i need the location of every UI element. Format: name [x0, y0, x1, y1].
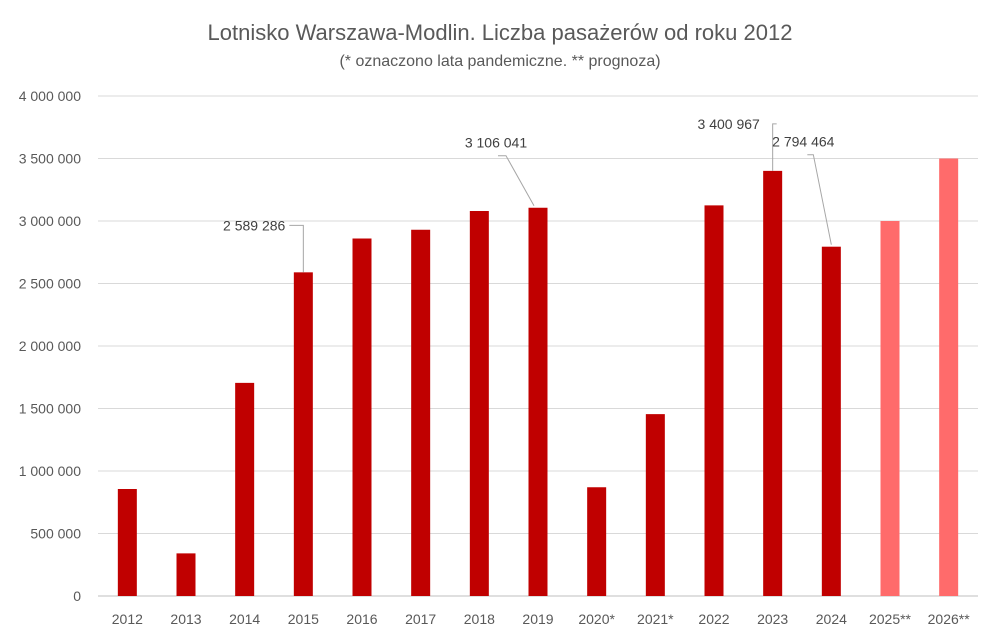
y-axis-tick-labels: 0 500 000 1 000 000 1 500 000 2 000 000 2 500…	[19, 88, 82, 604]
x-tick-label: 2025**	[869, 611, 912, 627]
x-tick-label: 2017	[405, 611, 436, 627]
x-tick-label: 2022	[698, 611, 729, 627]
y-tick-label: 500 000	[30, 526, 81, 542]
bar-2020	[587, 487, 607, 596]
leader-line	[807, 154, 832, 245]
bar-2023	[763, 170, 783, 596]
x-tick-label: 2026**	[928, 611, 971, 627]
y-tick-label: 1 000 000	[19, 463, 81, 479]
x-tick-label: 2015	[288, 611, 319, 627]
data-label-2024: 2 794 464	[772, 134, 834, 150]
x-tick-label: 2020*	[578, 611, 615, 627]
data-labels: 2 589 286 3 106 041 3 400 967 2 794 464	[223, 116, 835, 273]
y-tick-label: 3 500 000	[19, 151, 81, 167]
x-tick-label: 2012	[112, 611, 143, 627]
leader-line	[498, 155, 535, 206]
bar-2018	[469, 211, 489, 596]
bar-2024	[821, 246, 841, 596]
y-tick-label: 2 500 000	[19, 276, 81, 292]
bar-2021	[645, 414, 665, 596]
x-tick-label: 2023	[757, 611, 788, 627]
x-tick-label: 2019	[522, 611, 553, 627]
x-tick-label: 2024	[816, 611, 847, 627]
data-label-2019: 3 106 041	[465, 135, 527, 151]
bar-2017	[411, 229, 431, 596]
y-tick-label: 3 000 000	[19, 213, 81, 229]
leader-line	[772, 123, 777, 171]
x-tick-label: 2021*	[637, 611, 674, 627]
bar-2025	[880, 221, 900, 596]
x-tick-label: 2014	[229, 611, 260, 627]
bar-2016	[352, 238, 372, 596]
chart-title: Lotnisko Warszawa-Modlin. Liczba pasażer…	[208, 20, 793, 45]
chart-subtitle: (* oznaczono lata pandemiczne. ** progno…	[339, 53, 660, 70]
bar-2013	[176, 553, 196, 596]
bars	[117, 158, 959, 596]
y-tick-label: 1 500 000	[19, 401, 81, 417]
bar-2022	[704, 205, 724, 596]
bar-2019	[528, 207, 548, 596]
leader-line	[289, 224, 304, 273]
bar-2012	[117, 489, 137, 596]
x-axis-tick-labels: 2012 2013 2014 2015 2016 2017 2018 2019 2020* 202…	[112, 611, 970, 627]
y-tick-label: 2 000 000	[19, 338, 81, 354]
x-tick-label: 2013	[170, 611, 201, 627]
bar-2014	[235, 382, 255, 596]
y-tick-label: 4 000 000	[19, 88, 81, 104]
data-label-2015: 2 589 286	[223, 217, 285, 233]
x-tick-label: 2016	[346, 611, 377, 627]
x-tick-label: 2018	[464, 611, 495, 627]
y-tick-label: 0	[73, 588, 81, 604]
bar-2026	[939, 158, 959, 596]
data-label-2023: 3 400 967	[698, 116, 760, 132]
bar-2015	[293, 272, 313, 596]
